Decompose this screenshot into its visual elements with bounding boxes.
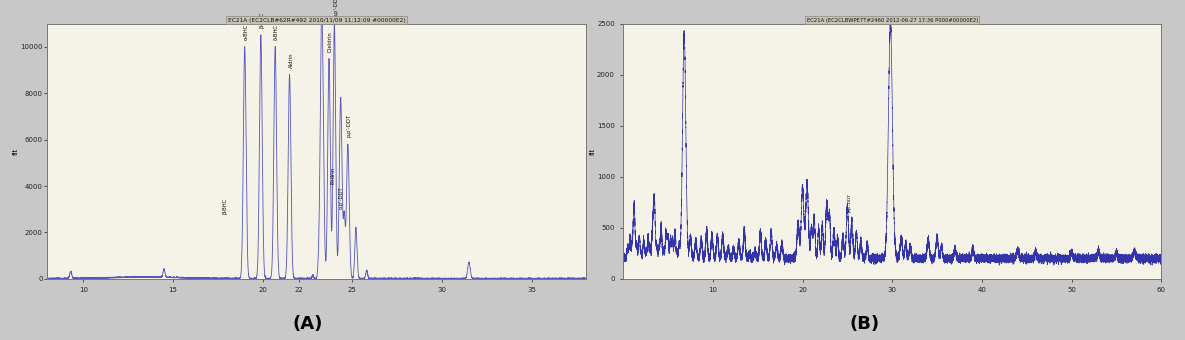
- Title: EC21A (EC2CLBWPE7T#2460 2012-06-27 17:36 P000#00000E2): EC21A (EC2CLBWPE7T#2460 2012-06-27 17:36…: [807, 18, 978, 23]
- Y-axis label: fit: fit: [13, 148, 19, 155]
- Text: δ-BHC: δ-BHC: [274, 24, 280, 40]
- Text: Dieldrin: Dieldrin: [328, 31, 333, 52]
- Text: α-BHC: α-BHC: [244, 24, 249, 40]
- Text: Aldrin: Aldrin: [288, 52, 294, 68]
- Text: o,p'-DDT: o,p'-DDT: [339, 187, 344, 209]
- Text: (A): (A): [293, 315, 324, 333]
- Text: p,p'-DDT: p,p'-DDT: [347, 114, 352, 137]
- Text: β-BHC: β-BHC: [222, 198, 228, 214]
- Y-axis label: fit: fit: [589, 148, 595, 155]
- Text: p,p'-DDD: p,p'-DDD: [333, 0, 339, 17]
- Text: (B): (B): [850, 315, 880, 333]
- Text: p,p'-DDT: p,p'-DDT: [847, 193, 851, 212]
- Text: β-BHC: β-BHC: [260, 12, 264, 29]
- Title: EC21A (EC2CLB#62R#492 2010/11/09 11:12:09 #00000E2): EC21A (EC2CLB#62R#492 2010/11/09 11:12:0…: [228, 18, 405, 23]
- Text: Endrin: Endrin: [331, 167, 335, 184]
